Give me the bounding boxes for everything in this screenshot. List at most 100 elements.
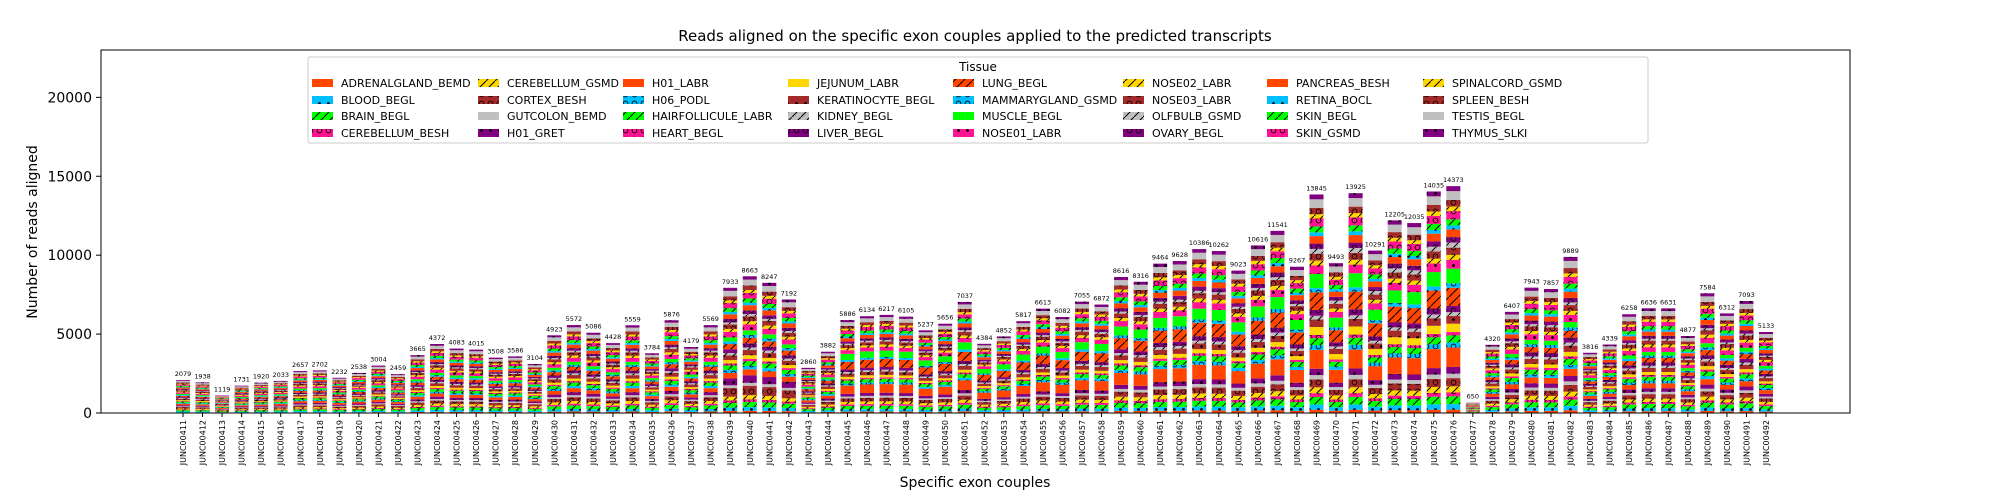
x-tick-label: JUNC00415: [257, 420, 266, 466]
bar-segment: [1309, 375, 1324, 380]
bar-segment-hatch: [1700, 384, 1715, 389]
bar-segment-hatch: [1270, 391, 1285, 397]
bar-segment-hatch: [1563, 356, 1578, 360]
bar-segment-hatch: [996, 400, 1011, 404]
bar-segment-hatch: [899, 401, 914, 405]
x-tick-label: JUNC00434: [628, 420, 637, 466]
bar-value-label: 5886: [839, 310, 856, 318]
bar-segment: [1055, 319, 1070, 323]
bar-segment: [215, 395, 230, 397]
bar-segment: [1583, 395, 1598, 399]
bar-segment: [1133, 374, 1148, 386]
bar-segment: [1231, 371, 1246, 384]
bar-segment-hatch: [1407, 274, 1422, 281]
bar-segment-hatch: [1446, 206, 1461, 212]
bar-segment: [410, 401, 425, 403]
bar-segment-hatch: [527, 386, 542, 388]
bar-segment-hatch: [918, 395, 933, 399]
bar-segment-hatch: [1309, 404, 1324, 410]
bar-segment-hatch: [1035, 396, 1050, 401]
bar-segment-hatch: [1602, 405, 1617, 408]
bar-segment-hatch: [1133, 293, 1148, 297]
bar-segment-hatch: [801, 383, 816, 385]
bar-segment-hatch: [1055, 345, 1070, 349]
bar-segment: [1583, 366, 1598, 369]
bar-segment: [1133, 411, 1148, 413]
bar-segment-hatch: [566, 352, 581, 356]
bar-segment-hatch: [1524, 356, 1539, 359]
bar-segment-hatch: [1133, 385, 1148, 390]
bar-segment: [1348, 349, 1363, 369]
bar-segment-hatch: [742, 289, 757, 293]
bar-segment-hatch: [781, 317, 796, 322]
bar-segment-hatch: [586, 385, 601, 389]
bar-segment: [605, 385, 620, 388]
bar-segment-hatch: [977, 343, 992, 346]
bar-segment-hatch: [390, 406, 405, 408]
bar-segment: [586, 350, 601, 354]
bar-stack: [390, 374, 405, 413]
bar-stack: [1114, 277, 1129, 413]
bar-segment-hatch: [1329, 346, 1344, 349]
bar-segment-hatch: [195, 403, 210, 405]
bar-segment: [1348, 273, 1363, 288]
bar-segment-hatch: [762, 402, 777, 408]
bar-segment: [449, 375, 464, 378]
bar-segment-hatch: [215, 409, 230, 411]
bar-segment-hatch: [176, 389, 190, 391]
bar-segment-hatch: [860, 377, 875, 380]
x-tick-label: JUNC00429: [531, 420, 540, 466]
bar-segment-hatch: [860, 371, 875, 376]
bar-segment-hatch: [723, 363, 738, 366]
bar-segment-hatch: [1270, 277, 1285, 280]
bar-segment-hatch: [1524, 313, 1539, 316]
bar-segment: [781, 365, 796, 369]
bar-segment-hatch: [332, 393, 347, 395]
bar-segment-hatch: [586, 374, 601, 377]
bar-segment-hatch: [254, 393, 269, 394]
bar-segment-hatch: [1387, 237, 1402, 242]
bar-segment-hatch: [1192, 278, 1207, 281]
bar-segment-hatch: [1074, 321, 1089, 324]
x-tick-label: JUNC00473: [1391, 420, 1400, 466]
bar-segment-hatch: [1231, 361, 1246, 364]
bar-segment-hatch: [254, 385, 269, 387]
bar-segment-hatch: [879, 377, 894, 379]
bar-segment-hatch: [1602, 383, 1617, 387]
bar-segment: [566, 411, 581, 413]
bar-segment-hatch: [1583, 402, 1598, 405]
bar-segment-hatch: [293, 394, 308, 395]
bar-segment-hatch: [469, 401, 484, 405]
bar-segment-hatch: [1309, 315, 1324, 320]
bar-segment-hatch: [1407, 284, 1422, 293]
bar-segment-hatch: [664, 339, 679, 341]
bar-segment: [820, 377, 835, 380]
bar-segment-hatch: [1348, 259, 1363, 265]
bar-segment-hatch: [1387, 383, 1402, 391]
bar-segment-hatch: [1114, 396, 1129, 401]
bar-segment-hatch: [684, 366, 699, 368]
bar-segment-hatch: [1153, 407, 1168, 411]
bar-segment-hatch: [176, 392, 190, 394]
bar-stack: [1719, 313, 1734, 413]
bar-segment-hatch: [1602, 388, 1617, 390]
bar-segment-hatch: [1329, 361, 1344, 367]
bar-segment-hatch: [1211, 356, 1226, 362]
bar-segment: [1133, 307, 1148, 312]
bar-segment-hatch: [547, 409, 562, 412]
bar-segment-hatch: [1035, 335, 1050, 337]
bar-segment-hatch: [938, 346, 953, 348]
bar-segment-hatch: [469, 369, 484, 372]
bar-segment-hatch: [1192, 393, 1207, 398]
bar-segment-hatch: [195, 393, 210, 396]
bar-segment-hatch: [938, 371, 953, 374]
x-tick-label: JUNC00450: [941, 420, 950, 466]
bar-segment: [1289, 369, 1304, 383]
bar-segment-hatch: [742, 365, 757, 370]
bar-segment-hatch: [1544, 344, 1559, 348]
bar-segment-hatch: [449, 368, 464, 371]
bar-segment-hatch: [1504, 329, 1519, 333]
bar-segment-hatch: [1172, 348, 1187, 354]
bar-segment-hatch: [430, 376, 445, 380]
